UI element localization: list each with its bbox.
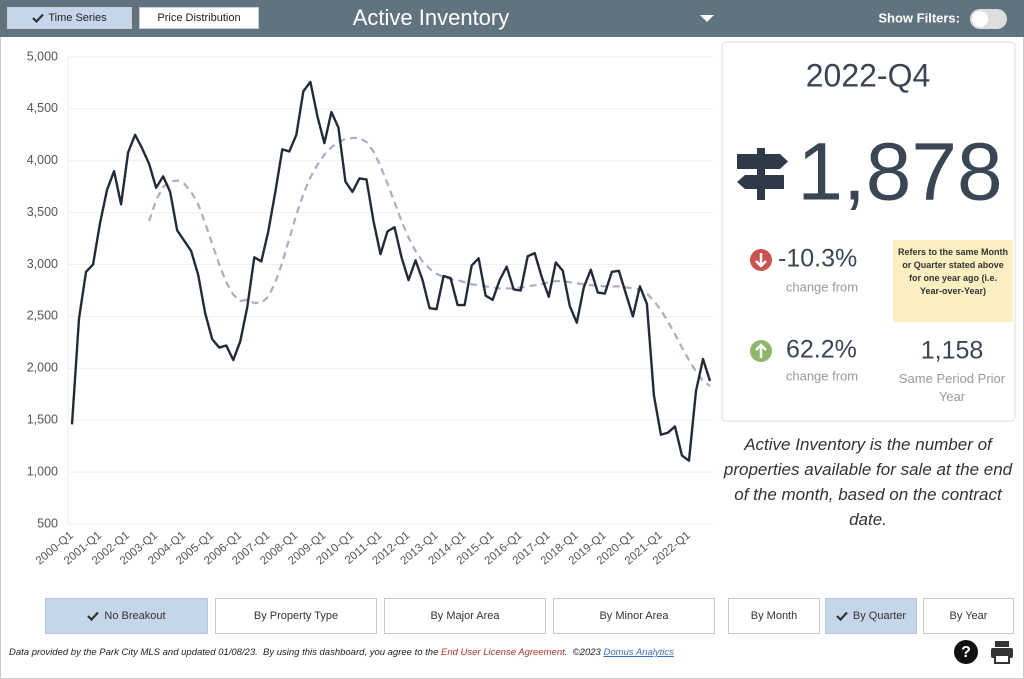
prior-label: Same Period Prior Year <box>898 371 1006 404</box>
check-mark <box>87 611 100 621</box>
y-tick-label: 5,000 <box>27 49 58 63</box>
tooltip: Refers to the same Month or Quarter stat… <box>893 240 1013 322</box>
company-link[interactable]: Domus Analytics <box>603 647 674 658</box>
y-tick-label: 2,000 <box>27 361 58 375</box>
period-button[interactable]: By Quarter <box>825 598 917 634</box>
check-mark <box>836 611 848 621</box>
prior-value: 1,158 <box>921 337 984 365</box>
yoy-caption: change from <box>786 279 858 294</box>
check-mark <box>32 13 45 23</box>
breakout-button[interactable]: No Breakout <box>45 598 208 634</box>
description: Active Inventory is the number of proper… <box>723 435 1013 529</box>
y-tick-label: 3,000 <box>27 257 58 271</box>
title-dropdown[interactable] <box>700 15 714 22</box>
prior-change: 62.2% <box>786 336 857 364</box>
footer-text: Data provided by the Park City MLS and u… <box>9 647 439 658</box>
button-label: By Property Type <box>253 610 339 622</box>
y-tick-label: 1,000 <box>27 464 58 478</box>
down-arrow <box>755 253 767 268</box>
summary-card <box>721 41 1016 422</box>
y-tick-label: 500 <box>37 516 58 530</box>
button-label: No Breakout <box>104 610 166 622</box>
period-button[interactable]: By Month <box>728 598 820 634</box>
series-line <box>70 80 712 462</box>
summary-value: 1,878 <box>797 127 1002 218</box>
filter-label: Show Filters: <box>878 10 960 25</box>
y-tick-label: 3,500 <box>27 205 58 219</box>
tab-label: Price Distribution <box>157 12 241 24</box>
breakout-button[interactable]: By Minor Area <box>553 598 715 634</box>
dashboard-title: Active Inventory <box>353 5 510 30</box>
y-tick-label: 4,000 <box>27 153 58 167</box>
signpost-icon <box>737 148 788 200</box>
button-label: By Quarter <box>852 610 907 622</box>
check-icon <box>87 611 100 621</box>
tab-time-series[interactable]: Time Series <box>7 7 132 29</box>
yoy-change: -10.3% <box>778 245 857 273</box>
button-label: By Month <box>750 610 798 622</box>
breakout-button[interactable]: By Major Area <box>384 598 546 634</box>
print-icon[interactable] <box>991 641 1013 664</box>
toggle-knob <box>972 11 988 27</box>
series-line <box>148 136 711 387</box>
period-button[interactable]: By Year <box>923 598 1014 634</box>
prior-caption: change from <box>786 368 858 383</box>
check-icon <box>32 13 45 23</box>
help-icon[interactable] <box>954 640 978 664</box>
button-label: By Minor Area <box>599 610 669 622</box>
copyright: . ©2023 <box>564 647 601 658</box>
check-icon <box>836 611 848 621</box>
help-glyph: ? <box>961 644 971 661</box>
button-label: By Year <box>949 610 988 622</box>
breakout-button[interactable]: By Property Type <box>215 598 377 634</box>
y-tick-label: 1,500 <box>27 413 58 427</box>
y-tick-label: 4,500 <box>27 101 58 115</box>
footer: Data provided by the Park City MLS and u… <box>9 647 674 658</box>
tab-price-distribution[interactable]: Price Distribution <box>139 7 259 29</box>
button-label: By Major Area <box>430 610 500 622</box>
tab-label: Time Series <box>48 12 107 24</box>
up-arrow <box>755 343 767 358</box>
summary-period: 2022-Q4 <box>806 57 931 93</box>
y-tick-label: 2,500 <box>27 309 58 323</box>
license-link[interactable]: End User License Agreement <box>441 647 565 658</box>
